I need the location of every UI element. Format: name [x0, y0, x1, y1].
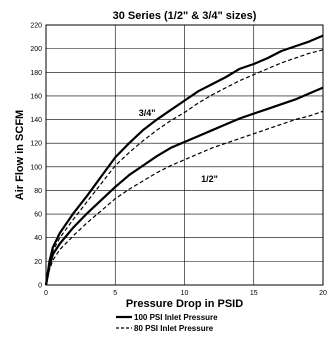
- series-annotation: 1/2": [201, 174, 218, 184]
- y-axis-ticks: 0 20 40 60 80 100 120 140 160 180 200 220: [30, 23, 42, 290]
- series-annotation: 3/4": [139, 108, 156, 118]
- y-tick-label: 140: [30, 117, 42, 124]
- y-tick-label: 0: [38, 283, 42, 290]
- series-line: [44, 86, 324, 286]
- y-tick-label: 20: [34, 259, 42, 266]
- series-line: [45, 49, 324, 286]
- y-tick-label: 180: [30, 70, 42, 77]
- x-axis-label: Pressure Drop in PSID: [126, 298, 243, 310]
- x-tick-label: 15: [250, 290, 258, 297]
- chart-title: 30 Series (1/2" & 3/4" sizes): [113, 10, 257, 22]
- annotations: 3/4" 1/2": [139, 108, 218, 184]
- y-tick-label: 60: [34, 212, 42, 219]
- plot-frame: [45, 24, 324, 286]
- x-tick-label: 10: [181, 290, 189, 297]
- x-axis-ticks: 0 5 10 15 20: [44, 290, 327, 297]
- x-tick-label: 5: [113, 290, 117, 297]
- y-tick-label: 80: [34, 188, 42, 195]
- x-tick-label: 0: [44, 290, 48, 297]
- grid: [45, 24, 324, 286]
- y-tick-label: 40: [34, 235, 42, 242]
- y-tick-label: 160: [30, 93, 42, 100]
- legend: 100 PSI Inlet Pressure 80 PSI Inlet Press…: [116, 313, 218, 333]
- y-axis-label: Air Flow in SCFM: [14, 110, 26, 200]
- y-tick-label: 100: [30, 164, 42, 171]
- legend-label: 80 PSI Inlet Pressure: [134, 324, 214, 333]
- y-tick-label: 120: [30, 141, 42, 148]
- series-layer: [44, 34, 324, 286]
- series-line: [45, 110, 324, 286]
- x-tick-label: 20: [319, 290, 327, 297]
- legend-label: 100 PSI Inlet Pressure: [134, 313, 218, 322]
- y-tick-label: 200: [30, 46, 42, 53]
- y-tick-label: 220: [30, 23, 42, 30]
- series-line: [44, 34, 324, 286]
